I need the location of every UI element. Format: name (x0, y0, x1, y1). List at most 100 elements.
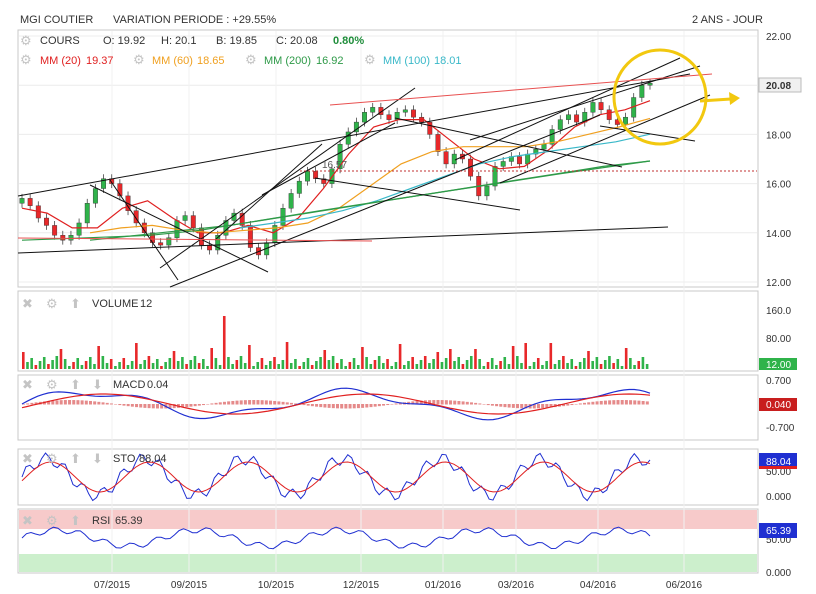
macd-histogram-bar (235, 400, 239, 405)
macd-histogram-bar (63, 400, 67, 405)
volume-bar (222, 316, 226, 369)
macd-histogram-bar (482, 404, 486, 405)
volume-bar (461, 364, 465, 369)
macd-histogram-bar (327, 404, 331, 408)
sto-panel (17, 448, 759, 506)
volume-bar (26, 362, 29, 369)
price-tick-label: 12.00 (766, 278, 791, 289)
ma200-settings-icon[interactable]: ⚙ (245, 52, 257, 67)
macd-histogram-bar (394, 403, 398, 405)
ma60-settings-icon[interactable]: ⚙ (133, 52, 145, 67)
macd-histogram-bar (289, 402, 293, 405)
rsi-close-icon[interactable]: ✖ (22, 513, 33, 528)
macd-histogram-bar (185, 404, 189, 408)
macd-move-up-icon[interactable]: ⬆ (70, 377, 81, 392)
candle (451, 153, 457, 165)
sto-settings-icon[interactable]: ⚙ (46, 451, 58, 466)
period-selector[interactable]: 2 ANS - JOUR (692, 14, 763, 26)
sto-move-down-icon[interactable]: ⬇ (92, 451, 103, 466)
candle (44, 217, 49, 226)
volume-last-tag: 12.00 (766, 360, 791, 371)
macd-histogram-bar (587, 402, 591, 405)
trend-line (89, 184, 269, 273)
macd-histogram-bar (294, 403, 298, 405)
candle (345, 131, 351, 145)
volume-bar (394, 362, 398, 369)
volume-bar (428, 363, 431, 369)
volume-bar (327, 360, 331, 369)
date-tick-label: 03/2016 (498, 580, 535, 591)
macd-histogram-bar (155, 404, 159, 409)
macd-tick-label: 0.700 (766, 376, 791, 387)
candle (182, 215, 188, 221)
macd-histogram-bar (390, 403, 394, 405)
macd-histogram-bar (469, 402, 473, 405)
sto-move-up-icon[interactable]: ⬆ (70, 451, 81, 466)
settings-icon[interactable]: ⚙ (20, 33, 32, 48)
rsi-settings-icon[interactable]: ⚙ (46, 513, 58, 528)
macd-histogram-bar (285, 402, 289, 405)
volume-bar (469, 356, 473, 369)
candle (517, 156, 522, 165)
macd-settings-icon[interactable]: ⚙ (46, 377, 58, 392)
candle (158, 242, 164, 246)
macd-histogram-bar (323, 404, 327, 408)
volume-move-up-icon[interactable]: ⬆ (70, 296, 81, 311)
macd-histogram-bar (474, 402, 478, 405)
ma20-settings-icon[interactable]: ⚙ (20, 52, 32, 67)
macd-close-icon[interactable]: ✖ (22, 377, 33, 392)
ma100-settings-icon[interactable]: ⚙ (364, 52, 376, 67)
sto-close-icon[interactable]: ✖ (22, 451, 33, 466)
volume-close-icon[interactable]: ✖ (22, 296, 33, 311)
macd-histogram-bar (398, 402, 402, 405)
ohlc-open: O: 19.92 (103, 35, 146, 47)
macd-histogram-bar (377, 404, 381, 407)
rsi-last-tag: 65.39 (766, 526, 791, 537)
volume-bar (22, 352, 25, 369)
macd-histogram-bar (126, 404, 130, 407)
candle (353, 121, 359, 133)
last-price-tag-box (758, 77, 802, 93)
macd-histogram-bar (252, 400, 256, 405)
trend-line (454, 57, 681, 161)
rsi-overbought-zone (19, 510, 757, 529)
volume-bar (294, 359, 297, 369)
volume-bar (218, 365, 222, 369)
candle (411, 109, 416, 118)
volume-bar (101, 356, 105, 369)
ticker-name: MGI COUTIER (20, 14, 94, 26)
volume-bar (172, 351, 176, 369)
ma200-line-history (21, 160, 651, 241)
volume-bar (553, 364, 557, 369)
trend-line (159, 87, 416, 269)
volume-bar (591, 361, 594, 369)
volume-bar (423, 356, 427, 369)
macd-histogram-bar (419, 400, 423, 405)
volume-bar (185, 364, 188, 369)
macd-histogram-bar (608, 400, 612, 405)
volume-bar (260, 358, 264, 369)
candle (606, 109, 612, 120)
volume-bar (164, 362, 167, 369)
volume-bar (386, 359, 389, 369)
volume-bar (612, 363, 615, 369)
volume-bar (574, 366, 578, 369)
volume-bar (486, 362, 490, 369)
macd-move-down-icon[interactable]: ⬇ (92, 377, 103, 392)
volume-bar (629, 358, 632, 369)
candle (549, 129, 555, 145)
macd-histogram-bar (637, 400, 641, 405)
macd-histogram-bar (269, 400, 273, 405)
volume-bar (436, 352, 440, 369)
macd-last-tag: 0.040 (766, 400, 791, 411)
rsi-move-up-icon[interactable]: ⬆ (70, 513, 81, 528)
macd-histogram-bar (511, 404, 515, 408)
macd-histogram-bar (645, 401, 649, 405)
macd-histogram-bar (310, 404, 314, 407)
volume-settings-icon[interactable]: ⚙ (46, 296, 58, 311)
candle (117, 183, 123, 197)
date-tick-label: 04/2016 (580, 580, 617, 591)
macd-histogram-bar (415, 400, 419, 405)
macd-histogram-bar (160, 404, 164, 409)
